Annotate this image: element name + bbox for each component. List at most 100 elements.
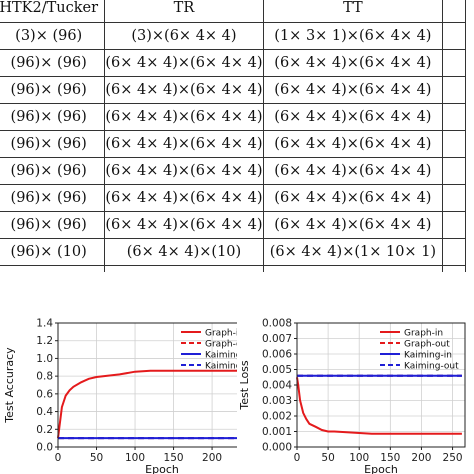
table-cell	[442, 211, 466, 239]
y-tick-label: 0.004	[262, 380, 292, 392]
legend-label: Graph-in	[205, 329, 237, 339]
table-cell: (6× 4× 4)×(6× 4× 4)	[262, 211, 444, 239]
table-cell: avg pool	[104, 265, 264, 272]
table-cell: (6× 4× 4)×(6× 4× 4)	[262, 184, 444, 212]
y-tick-label: 0.001	[262, 426, 292, 438]
table-cell	[442, 22, 466, 50]
x-axis-label: Epoch	[364, 463, 398, 474]
y-tick-label: 0.005	[262, 364, 292, 376]
table-row: (96)× (96) (6× 4× 4)×(6× 4× 4) (6× 4× 4)×(…	[0, 184, 466, 212]
y-tick-label: 1.0	[36, 353, 53, 365]
header-extra	[442, 0, 466, 23]
table-cell: (1× 3× 1)×(6× 4× 4)	[262, 22, 444, 50]
legend-label: Kaiming-out	[404, 362, 459, 372]
table-row: (96)× (96) (6× 4× 4)×(6× 4× 4) (6× 4× 4)×(…	[0, 157, 466, 185]
table-cell: (6× 4× 4)×(6× 4× 4)	[262, 103, 444, 131]
legend-label: Graph-out	[404, 340, 450, 350]
table-cell	[442, 103, 466, 131]
table-cell: (96)× (10)	[0, 238, 106, 266]
legend-label: Kaiming-in	[205, 351, 237, 361]
y-tick-label: 0.003	[262, 395, 292, 407]
table-cell: (6× 4× 4)×(6× 4× 4)	[104, 76, 264, 104]
table-cell: (96)× (96)	[0, 211, 106, 239]
y-tick-label: 1.4	[36, 318, 53, 330]
y-axis-label: Test Loss	[238, 360, 251, 411]
y-tick-label: 0.008	[262, 318, 292, 330]
table-cell	[442, 184, 466, 212]
legend-label: Kaiming-out	[205, 362, 237, 372]
y-tick-label: 0.0	[36, 442, 53, 454]
table-cell	[442, 49, 466, 77]
y-tick-label: 0.2	[36, 424, 53, 436]
x-tick-label: 200	[411, 452, 431, 464]
header-tr: TR	[104, 0, 264, 23]
legend-label: Graph-out	[205, 340, 237, 350]
table-cell: (96)× (96)	[0, 157, 106, 185]
test-loss-chart: 0.000 0.001 0.002 0.003 0.004 0.005 0.006 0.007…	[238, 318, 466, 474]
y-tick-label: 1.2	[36, 335, 53, 347]
x-tick-label: 150	[164, 452, 184, 464]
x-tick-label: 0	[55, 452, 62, 464]
table-cell	[442, 76, 466, 104]
table-cell: (6× 4× 4)×(10)	[104, 238, 264, 266]
table-cell: (6× 4× 4)×(6× 4× 4)	[104, 184, 264, 212]
x-tick-label: 100	[349, 452, 369, 464]
table-cell: (6× 4× 4)×(6× 4× 4)	[104, 211, 264, 239]
series-line-graph-in	[296, 377, 462, 435]
table-row: (3)× (96) (3)×(6× 4× 4) (1× 3× 1)×(6× 4× 4…	[0, 22, 466, 50]
legend-label: Kaiming-in	[404, 351, 452, 361]
y-tick-label: 0.007	[262, 333, 292, 345]
y-tick-label: 0.6	[36, 388, 53, 400]
table-cell	[442, 238, 466, 266]
x-tick-label: 50	[90, 452, 103, 464]
table-cell: (6× 4× 4)×(6× 4× 4)	[262, 76, 444, 104]
y-tick-label: 0.000	[262, 442, 292, 454]
x-tick-label: 250	[443, 452, 463, 464]
table-cell: (3)× (96)	[0, 22, 106, 50]
series-line-graph-in	[57, 369, 237, 439]
table-cell: (6× 4× 4)×(1× 10× 1)	[262, 238, 444, 266]
test-accuracy-chart: 0.00.20.40.60.81.01.21.4050100150200250E…	[3, 318, 237, 474]
y-axis-label: Test Accuracy	[3, 347, 16, 424]
plot-frame	[57, 322, 237, 448]
table-cell: (6× 4× 4)×(6× 4× 4)	[104, 103, 264, 131]
y-tick-label: 0.4	[36, 406, 53, 418]
table-cell: (3)×(6× 4× 4)	[104, 22, 264, 50]
table-cell: (6× 4× 4)×(6× 4× 4)	[262, 157, 444, 185]
table-cell: (6× 4× 4)×(6× 4× 4)	[104, 130, 264, 158]
table-row: (96)× (96) (6× 4× 4)×(6× 4× 4) (6× 4× 4)×(…	[0, 211, 466, 239]
x-tick-label: 200	[202, 452, 222, 464]
x-tick-label: 100	[125, 452, 145, 464]
legend-label: Graph-in	[404, 329, 443, 339]
table-header-row: HTK2/Tucker TR TT	[0, 0, 466, 23]
table-cell: avg pool	[0, 265, 106, 272]
table-cell: avg pool	[262, 265, 444, 272]
table-row: (96)× (10) (6× 4× 4)×(10) (6× 4× 4)×(1× 10…	[0, 238, 466, 266]
table-row: avg poolavg poolavg pool	[0, 265, 466, 272]
y-tick-label: 0.002	[262, 411, 292, 423]
header-tt: TT	[262, 0, 444, 23]
table-row: (96)× (96) (6× 4× 4)×(6× 4× 4) (6× 4× 4)×(…	[0, 49, 466, 77]
x-axis-label: Epoch	[145, 463, 179, 474]
table-cell: (6× 4× 4)×(6× 4× 4)	[262, 130, 444, 158]
table-row: (96)× (96) (6× 4× 4)×(6× 4× 4) (6× 4× 4)×(…	[0, 103, 466, 131]
header-htk2-tucker: HTK2/Tucker	[0, 0, 106, 23]
y-tick-label: 0.006	[262, 349, 292, 361]
table-cell	[442, 265, 466, 272]
table-row: (96)× (96) (6× 4× 4)×(6× 4× 4) (6× 4× 4)×(…	[0, 76, 466, 104]
table-cell: (6× 4× 4)×(6× 4× 4)	[104, 49, 264, 77]
table-cell: (96)× (96)	[0, 103, 106, 131]
table-cell	[442, 130, 466, 158]
table-cell: (6× 4× 4)×(6× 4× 4)	[262, 49, 444, 77]
table-cell: (96)× (96)	[0, 49, 106, 77]
table-cell: (96)× (96)	[0, 130, 106, 158]
table-cell: (96)× (96)	[0, 184, 106, 212]
parameter-table-region: HTK2/Tucker TR TT (3)× (96) (3)×(6× 4× 4)…	[0, 0, 466, 272]
table-cell: (96)× (96)	[0, 76, 106, 104]
x-tick-label: 50	[321, 452, 334, 464]
x-tick-label: 0	[294, 452, 301, 464]
table-row: (96)× (96) (6× 4× 4)×(6× 4× 4) (6× 4× 4)×(…	[0, 130, 466, 158]
y-tick-label: 0.8	[36, 371, 53, 383]
table-cell	[442, 157, 466, 185]
x-tick-label: 150	[380, 452, 400, 464]
